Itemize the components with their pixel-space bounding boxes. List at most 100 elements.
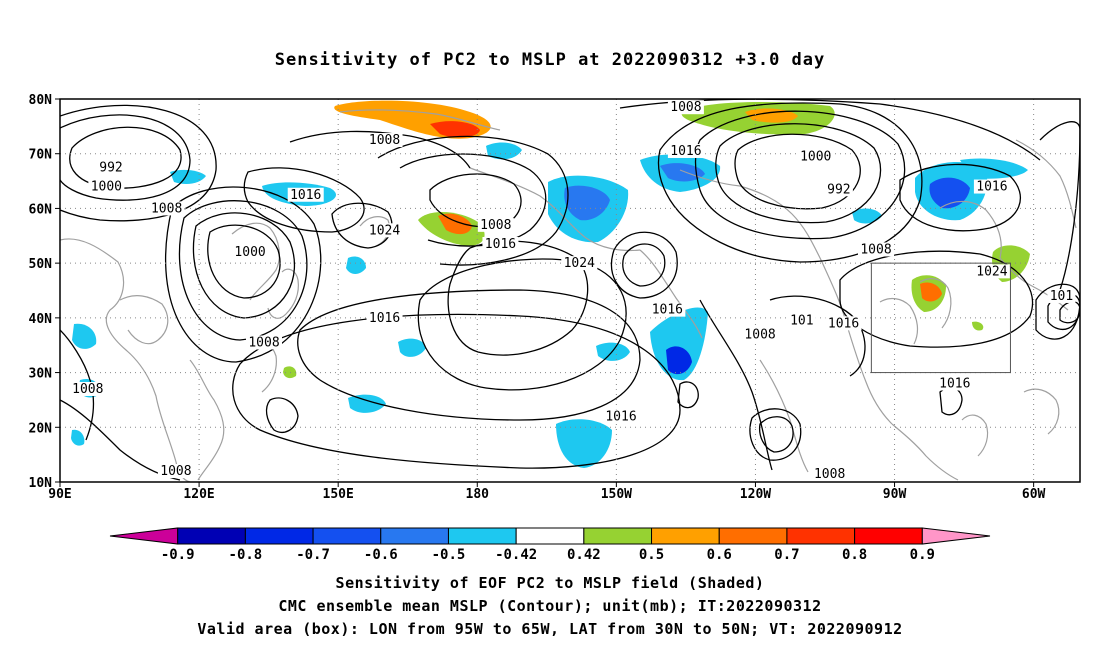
lat-label: 40N <box>29 312 53 327</box>
sensitivity-area <box>556 419 612 468</box>
contour-label: 101 <box>1050 289 1073 304</box>
lon-label: 150E <box>323 487 354 502</box>
mslp-isobar <box>60 104 217 222</box>
sensitivity-area <box>596 342 630 361</box>
sensitivity-area <box>929 177 970 209</box>
contour-label: 1016 <box>828 316 859 331</box>
sensitivity-area <box>650 307 708 381</box>
sensitivity-area <box>283 366 297 379</box>
coastline <box>679 169 823 263</box>
contour-label: 1008 <box>744 327 775 342</box>
sensitivity-area <box>348 394 386 413</box>
mslp-isobar <box>429 173 522 228</box>
mslp-isobar <box>839 250 1034 348</box>
contour-label: 992 <box>99 160 122 175</box>
contour-label: 992 <box>827 182 850 197</box>
lon-label: 120E <box>183 487 214 502</box>
contour-label: 1008 <box>369 133 400 148</box>
contour-label: 1000 <box>800 149 831 164</box>
lat-label: 30N <box>29 367 53 382</box>
coastline <box>359 216 390 247</box>
contour-label-bg <box>742 327 779 342</box>
lat-label: 50N <box>29 257 53 272</box>
sensitivity-area <box>972 321 984 331</box>
contour-label: 1008 <box>814 467 845 482</box>
mslp-isobar <box>610 231 678 299</box>
coastline <box>60 238 191 482</box>
contour-label-bg <box>88 179 125 194</box>
footer-line-3: Valid area (box): LON from 95W to 65W, L… <box>197 620 903 638</box>
sensitivity-area <box>398 338 426 357</box>
mslp-isobar <box>1039 121 1080 291</box>
coastline <box>339 109 501 131</box>
colorbar-label: 0.7 <box>774 547 799 563</box>
coastline <box>821 261 893 425</box>
sensitivity-area <box>170 169 206 184</box>
contour-label: 1008 <box>72 382 103 397</box>
lat-label: 60N <box>29 202 53 217</box>
contour-label: 1000 <box>234 245 265 260</box>
sensitivity-area <box>72 323 97 349</box>
contour-label-bg <box>797 149 834 164</box>
contour-label: 1024 <box>564 256 595 271</box>
contour-label: 1000 <box>91 180 122 195</box>
colorbar-label: -0.42 <box>495 547 537 563</box>
contour-label: 1016 <box>485 237 516 252</box>
contour-label-bg <box>787 313 816 328</box>
mslp-isobar <box>164 186 322 363</box>
colorbar: -0.9 -0.8 -0.7 -0.6 -0.5 -0.42 0.42 0.5 0.6 0.7 0.… <box>109 527 991 563</box>
sensitivity-area <box>852 208 882 224</box>
colorbar-swatch <box>447 527 517 545</box>
coastline <box>1023 388 1060 435</box>
contour-label-bg <box>148 201 185 216</box>
contour-label-bg <box>667 100 704 115</box>
lon-label: 90E <box>48 487 71 502</box>
contour-label: 1008 <box>480 218 511 233</box>
contour-label: 101 <box>790 314 813 329</box>
contour-label-bg <box>936 376 973 391</box>
contour-label-bg <box>561 256 598 271</box>
mslp-isobar <box>899 163 1021 232</box>
contour-label: 1008 <box>160 464 191 479</box>
colorbar-label: 0.6 <box>707 547 732 563</box>
lat-label: 20N <box>29 421 53 436</box>
coastline <box>119 295 169 345</box>
colorbar-swatch <box>380 527 449 545</box>
contour-label-bg <box>482 236 519 251</box>
contour-label-bg <box>858 242 894 257</box>
contour-label-bg <box>157 464 194 479</box>
mslp-isobar <box>243 167 365 233</box>
sensitivity-shading <box>71 100 1030 468</box>
mslp-isobar <box>417 258 627 391</box>
footer-line-1: Sensitivity of EOF PC2 to MSLP field (Sh… <box>335 574 765 592</box>
plot-title: Sensitivity of PC2 to MSLP at 2022090312… <box>274 50 826 70</box>
mslp-isobar <box>699 299 773 471</box>
mslp-isobar <box>399 153 547 247</box>
mslp-isobar <box>715 123 882 224</box>
coastline <box>469 167 641 252</box>
sensitivity-area <box>660 163 705 182</box>
contour-label: 1024 <box>369 223 400 238</box>
contour-label: 1016 <box>670 144 701 159</box>
colorbar-label: -0.8 <box>229 547 263 563</box>
sensitivity-area <box>564 185 610 221</box>
contour-label: 1016 <box>652 303 683 318</box>
mslp-isobar <box>265 397 299 433</box>
colorbar-swatch <box>177 527 246 545</box>
coastline <box>919 278 952 329</box>
coastline <box>939 200 1002 259</box>
colorbar-label: -0.9 <box>161 547 195 563</box>
colorbar-swatch <box>312 527 382 545</box>
colorbar-label: 0.8 <box>842 547 867 563</box>
mslp-isobar <box>178 200 308 341</box>
contour-label: 1008 <box>670 100 701 115</box>
colorbar-label: 0.9 <box>910 547 935 563</box>
coastlines <box>60 109 1077 482</box>
colorbar-swatch <box>854 527 923 545</box>
mslp-isobar <box>734 133 861 210</box>
coastline <box>879 297 919 345</box>
colorbar-label: -0.7 <box>296 547 330 563</box>
sensitivity-area <box>438 213 472 235</box>
mslp-contours <box>60 99 1080 481</box>
colorbar-label: -0.5 <box>432 547 466 563</box>
